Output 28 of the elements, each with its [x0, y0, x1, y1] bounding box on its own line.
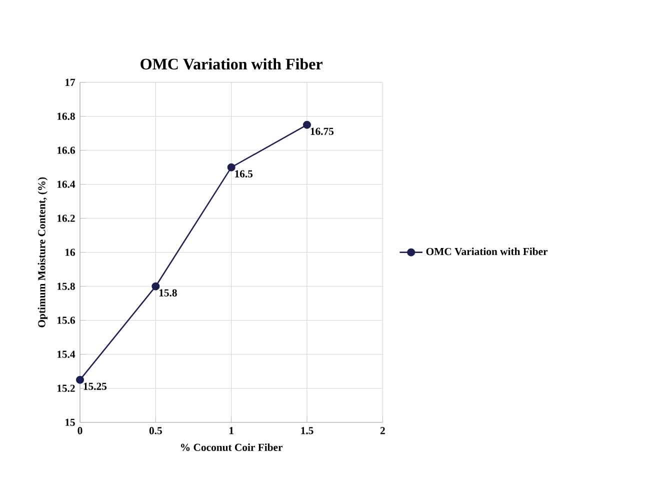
- y-tick-label: 16.8: [57, 112, 75, 120]
- y-tick-label: 16.4: [57, 180, 76, 188]
- y-tick-label: 16.2: [57, 214, 75, 222]
- x-tick-label: 0: [78, 427, 82, 434]
- point: [76, 376, 84, 384]
- point: [227, 163, 236, 172]
- y-tick-label: 15.4: [57, 350, 76, 358]
- chart-title: OMC Variation with Fiber: [140, 58, 322, 70]
- y-axis-title: Optimum Moisture Content, (%): [38, 177, 48, 328]
- data-label: 16.75: [310, 128, 334, 135]
- y-tick-label: 15.8: [57, 282, 75, 290]
- point: [303, 120, 312, 129]
- point: [152, 282, 160, 290]
- data-label: 15.8: [159, 289, 177, 297]
- data-label: 15.25: [84, 382, 107, 390]
- y-tick-label: 15: [65, 418, 75, 426]
- y-tick-label: 15.6: [57, 316, 75, 324]
- x-axis-title: % Coconut Coir Fiber: [181, 443, 282, 451]
- legend-label: OMC Variation with Fiber: [426, 248, 548, 256]
- y-tick-label: 16: [65, 248, 75, 256]
- y-tick-label: 17: [65, 78, 76, 86]
- y-tick-label: 16.6: [57, 146, 75, 154]
- x-tick-label: 1.5: [301, 427, 314, 434]
- x-tick-label: 1: [230, 427, 234, 434]
- y-tick-label: 15.2: [57, 384, 75, 392]
- x-tick-label: 2: [380, 427, 385, 434]
- data-label: 16.5: [235, 170, 253, 178]
- x-tick-label: 0.5: [149, 427, 162, 434]
